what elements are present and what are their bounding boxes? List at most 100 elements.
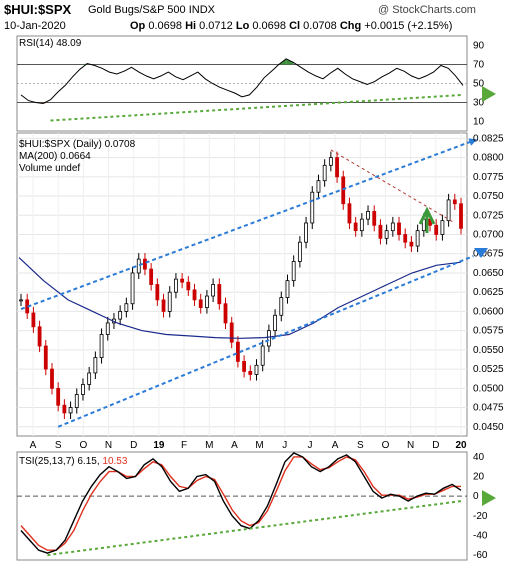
rsi-tick-label: 90	[473, 41, 485, 52]
cl-label: Cl	[289, 20, 301, 32]
candle-body	[174, 278, 178, 293]
rsi-tick-label: 10	[473, 117, 485, 128]
candle-body	[440, 220, 445, 235]
op-label: Op	[130, 20, 146, 32]
price-legend-main: $HUI:$SPX (Daily) 0.0708	[19, 139, 136, 150]
price-tick-label: 0.0525	[473, 364, 504, 375]
x-tick-label: N	[407, 440, 414, 451]
candle-body	[68, 407, 73, 414]
candle-body	[136, 258, 141, 274]
tsi-frame	[16, 451, 468, 561]
rsi-panel: 90 70 50 30 10 RSI(14) 48.09	[16, 35, 485, 132]
x-tick-label: J	[307, 440, 312, 451]
price-tick-label: 0.0575	[473, 326, 504, 337]
source-watermark: @ StockCharts.com	[378, 4, 476, 16]
candle-body	[56, 387, 61, 406]
candle-body	[409, 241, 414, 247]
lo-label: Lo	[235, 20, 250, 32]
price-tick-label: 0.0625	[473, 287, 504, 298]
candle-body	[384, 230, 389, 239]
candle-body	[266, 330, 271, 347]
candle-body	[81, 384, 85, 395]
candle-body	[105, 322, 110, 335]
tsi-tick-label: -60	[473, 550, 488, 561]
price-frame	[16, 132, 468, 437]
candle-body	[155, 284, 160, 301]
candle-body	[304, 222, 308, 243]
ma200-line	[18, 257, 462, 339]
candle-body	[93, 357, 98, 374]
price-tick-label: 0.0675	[473, 249, 504, 260]
candle-body	[403, 234, 408, 243]
price-tick-label: 0.0750	[473, 191, 504, 202]
candle-body	[74, 394, 79, 408]
tsi-legend: TSI(25,13,7) 6.15, 10.53	[19, 456, 128, 467]
x-tick-label: D	[130, 440, 137, 451]
candle-body	[143, 258, 147, 270]
candle-body	[223, 303, 228, 324]
rsi-frame	[16, 35, 468, 132]
x-tick-label: F	[181, 440, 187, 451]
candle-body	[328, 157, 333, 166]
hi-label: Hi	[185, 20, 197, 32]
candle-body	[446, 199, 451, 222]
x-tick-label: J	[282, 440, 287, 451]
candle-body	[372, 211, 377, 226]
rsi-tick-label: 30	[473, 98, 485, 109]
candle-body	[378, 224, 383, 239]
candle-body	[31, 312, 36, 328]
candle-body	[124, 303, 129, 312]
up-arrow-icon	[418, 206, 436, 233]
price-tick-label: 0.0800	[473, 153, 504, 164]
candle-body	[353, 222, 358, 232]
candle-body	[149, 268, 154, 285]
candle-body	[192, 289, 197, 301]
candle-body	[359, 218, 364, 232]
rsi-support-line	[50, 93, 464, 122]
candle-body	[217, 284, 222, 305]
candle-body	[297, 241, 302, 262]
down-arrow-icon	[474, 248, 488, 258]
candle-body	[322, 164, 327, 182]
candle-body	[248, 371, 253, 375]
candle-body	[62, 404, 67, 414]
candle-body	[347, 203, 352, 224]
price-tick-label: 0.0475	[473, 403, 504, 414]
tsi-tick-label: -20	[473, 511, 488, 522]
chg-label: Chg	[339, 20, 362, 32]
tsi-tick-label: -40	[473, 530, 488, 541]
candle-body	[260, 345, 265, 366]
candle-body	[229, 322, 234, 343]
candle-body	[37, 326, 42, 347]
candle-body	[43, 345, 48, 370]
candle-body	[397, 222, 401, 235]
x-tick-label: S	[357, 440, 364, 451]
chart-description: Gold Bugs/S&P 500 INDX	[88, 4, 215, 16]
candle-body	[87, 372, 92, 385]
x-tick-label: N	[105, 440, 112, 451]
candle-body	[335, 157, 339, 178]
rsi-legend-label: RSI(14) 48.09	[19, 38, 82, 49]
cl-value: 0.0708	[303, 20, 337, 32]
rsi-tick-label: 70	[473, 60, 485, 71]
chart-symbol: $HUI:$SPX	[4, 2, 72, 17]
candle-body	[291, 261, 296, 282]
price-tick-label: 0.0500	[473, 383, 504, 394]
x-tick-label: 19	[153, 440, 165, 451]
candle-body	[310, 191, 315, 224]
price-tick-label: 0.0725	[473, 210, 504, 221]
candle-body	[180, 278, 185, 283]
candle-body	[273, 314, 277, 332]
ohlc-readout: Op 0.0698 Hi 0.0712 Lo 0.0698 Cl 0.0708 …	[130, 20, 452, 32]
x-tick-label: D	[432, 440, 439, 451]
candle-body	[242, 361, 246, 372]
rsi-overbought-area	[79, 63, 88, 65]
tsi-tick-label: 20	[473, 472, 485, 483]
chart-date: 10-Jan-2020	[4, 20, 66, 32]
price-legend-ma: MA(200) 0.0664	[19, 151, 91, 162]
x-tick-label: A	[332, 440, 339, 451]
price-tick-label: 0.0600	[473, 306, 504, 317]
candle-body	[236, 341, 240, 362]
candle-body	[50, 368, 54, 389]
